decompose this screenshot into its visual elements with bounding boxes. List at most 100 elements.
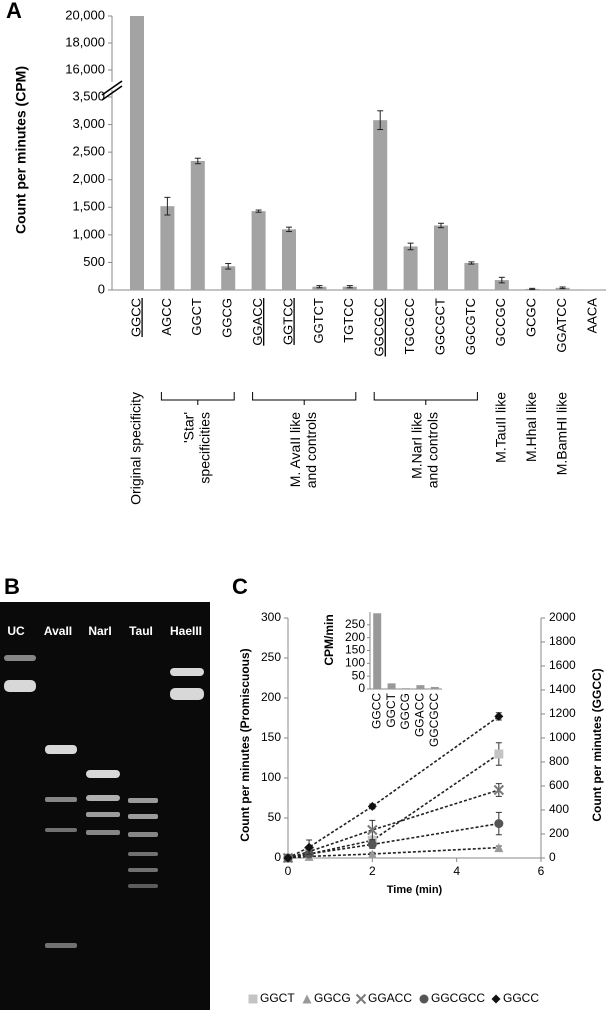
group-label: 'Star' <box>181 412 197 443</box>
y2-tick-label: 1400 <box>549 682 576 696</box>
y-tick-label: 250 <box>261 650 281 664</box>
gel-background <box>0 602 210 1010</box>
marker <box>493 784 505 796</box>
y-tick-label: 500 <box>83 254 105 269</box>
bar <box>434 225 448 290</box>
y2-tick-label: 1600 <box>549 658 576 672</box>
y2-tick-label: 1000 <box>549 730 576 744</box>
x-tick-label: GGCT <box>189 298 204 336</box>
y-tick-label: 150 <box>261 730 281 744</box>
y-tick-label: 2,000 <box>72 171 105 186</box>
group-label: M.BamHI like <box>553 392 569 475</box>
marker <box>355 993 367 1005</box>
x-tick-label: GGTCC <box>280 298 295 345</box>
x-tick-label: 6 <box>538 864 545 878</box>
bar <box>221 266 236 290</box>
x-tick-label: AGCC <box>159 298 174 336</box>
x-tick-label: GGCC <box>128 298 143 337</box>
legend-label: GGCGCC <box>431 991 485 1005</box>
gel-image <box>0 602 210 1010</box>
inset-bar <box>416 685 425 689</box>
y-tick-label: 18,000 <box>65 34 105 49</box>
bar <box>282 229 296 290</box>
y2-tick-label: 1800 <box>549 634 576 648</box>
y-tick-label: 1,500 <box>72 199 105 214</box>
marker <box>494 843 504 853</box>
inset-bar <box>430 686 439 689</box>
y2-tick-label: 800 <box>549 754 569 768</box>
x-tick-label: GGCGTC <box>463 298 478 355</box>
inset-y-tick-label: 150 <box>345 643 365 657</box>
legend-label: GGACC <box>368 991 412 1005</box>
bar <box>373 120 388 290</box>
x-tick-label: GGCGCT <box>432 298 447 355</box>
x-tick-label: GGACC <box>250 298 265 346</box>
x-tick-label: 2 <box>369 864 376 878</box>
error-bar <box>225 263 232 270</box>
marker <box>367 849 377 859</box>
inset-bar <box>373 613 382 689</box>
group-label: specificities <box>197 412 213 484</box>
inset-y-tick-label: 50 <box>352 668 366 682</box>
x-tick-label: GCCGC <box>493 298 508 346</box>
gel-bands <box>4 655 204 948</box>
marker <box>494 749 504 759</box>
axis-break <box>101 80 123 96</box>
series-line <box>287 753 500 859</box>
x-tick-label: GGCGCC <box>372 298 387 357</box>
bar <box>403 246 418 290</box>
series-line <box>287 789 500 859</box>
marker <box>419 994 429 1004</box>
series-line <box>287 822 499 859</box>
error-bar <box>194 157 201 165</box>
error-bar <box>529 287 536 290</box>
y2-tick-label: 400 <box>549 802 569 816</box>
group-label: M.TauII like <box>493 392 509 463</box>
inset-bar <box>402 688 410 689</box>
x-axis-label: Time (min) <box>387 884 443 896</box>
x-tick-label: GGATCC <box>554 298 569 353</box>
series-line <box>287 846 499 859</box>
x-tick-label: TGTCC <box>341 298 356 343</box>
marker <box>367 801 377 811</box>
y2-tick-label: 600 <box>549 778 569 792</box>
series-line <box>287 715 500 859</box>
x-tick-label: 0 <box>285 864 292 878</box>
inset-y-tick-label: 200 <box>345 630 365 644</box>
x-tick-label: GCGC <box>524 298 539 337</box>
y-tick-label: 50 <box>268 810 282 824</box>
y-tick-label: 16,000 <box>65 61 105 76</box>
group-bracket <box>373 392 478 405</box>
legend-label: GGCG <box>314 991 351 1005</box>
inset-x-tick-label: GGCG <box>398 693 412 730</box>
error-bar <box>468 261 475 265</box>
bar <box>464 262 479 290</box>
legend-label: GGCC <box>503 991 539 1005</box>
lane-label: UC <box>7 624 25 638</box>
error-bar <box>255 209 262 213</box>
inset-x-tick-label: GGCC <box>369 693 383 729</box>
inset-y-axis-label: CPM/min <box>322 614 336 665</box>
marker <box>302 994 312 1004</box>
group-label: Original specificity <box>128 392 144 505</box>
axis-break-gap <box>106 82 118 90</box>
y2-tick-label: 200 <box>549 826 569 840</box>
bar <box>312 286 327 290</box>
group-label: and controls <box>425 412 441 488</box>
y-tick-label: 2,500 <box>72 144 105 159</box>
marker <box>491 994 501 1004</box>
group-label: M. AvaII like <box>287 412 303 487</box>
lane-label: NarI <box>88 624 111 638</box>
group-label: M.HhaI like <box>523 392 539 462</box>
error-bar <box>377 110 384 131</box>
x-tick-label: TGCGCC <box>402 298 417 354</box>
error-bar <box>498 276 505 284</box>
marker <box>248 994 258 1004</box>
inset-x-tick-label: GGCT <box>384 692 398 727</box>
y-tick-label: 0 <box>274 850 281 864</box>
group-bracket <box>252 392 357 405</box>
lane-label: HaeIII <box>170 624 202 638</box>
y-axis-label: Count per minutes (Promiscuous) <box>238 648 252 841</box>
